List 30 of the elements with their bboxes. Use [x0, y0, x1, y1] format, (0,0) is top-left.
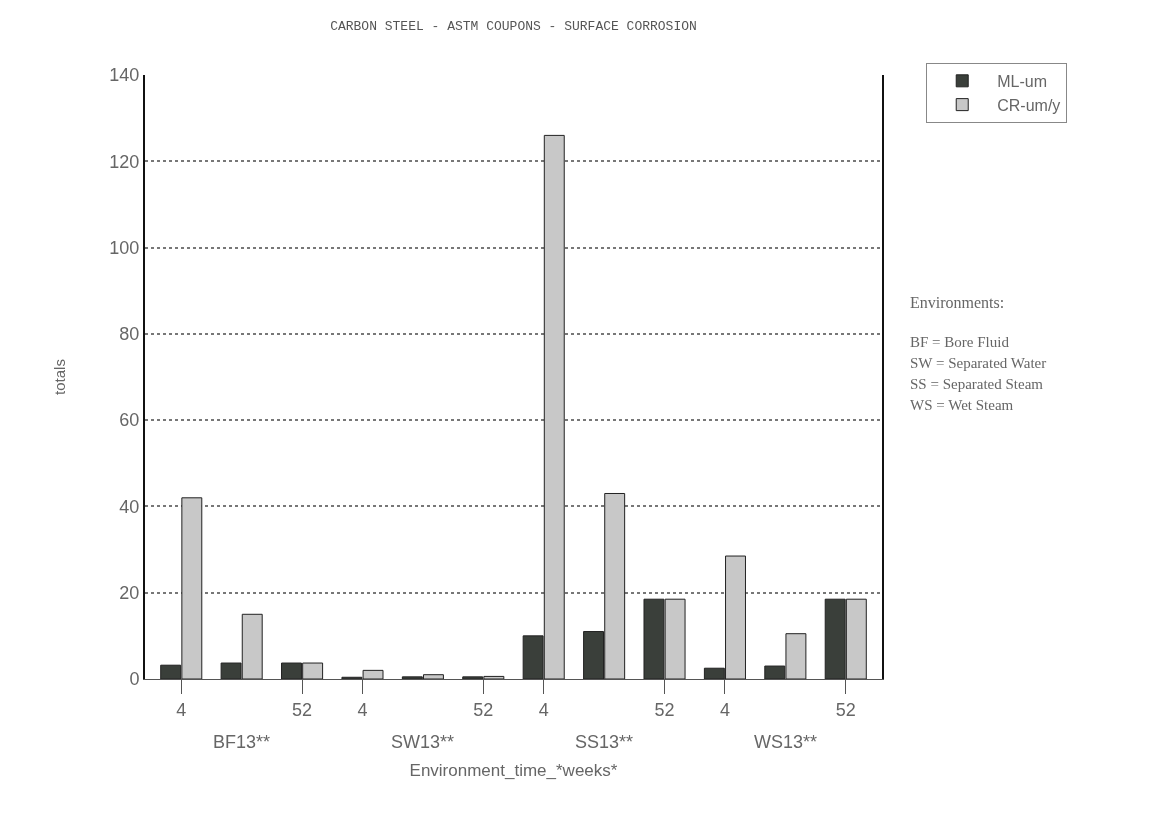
legend-label: ML-um: [997, 73, 1047, 91]
text: SS = Separated Steam: [910, 376, 1044, 392]
y-tick-label: 120: [109, 151, 140, 172]
x-tick-label: 52: [473, 699, 494, 720]
text: SS13**: [575, 732, 634, 752]
text: Environments:: [910, 294, 1005, 311]
x-tick-label: 4: [538, 699, 549, 720]
x-tick-label: 4: [357, 699, 368, 720]
y-tick-label: 100: [109, 237, 140, 258]
y-tick-label: 140: [109, 65, 140, 86]
x-axis-title: Environment_time_*weeks*: [409, 761, 618, 780]
text: WS13**: [754, 732, 818, 752]
legend-label: CR-um/y: [997, 96, 1061, 114]
y-axis-title: totals: [51, 359, 69, 395]
y-tick-label: 60: [119, 410, 140, 431]
y-tick-label: 20: [119, 583, 140, 604]
text: SW13**: [391, 732, 455, 752]
x-tick-label: 4: [719, 699, 730, 720]
text: SW = Separated Water: [910, 355, 1047, 371]
y-tick-label: 80: [119, 324, 140, 345]
y-tick-label: 0: [129, 669, 140, 690]
x-tick-label: 4: [176, 699, 187, 720]
text: WS = Wet Steam: [910, 397, 1014, 413]
chart-title: CARBON STEEL - ASTM COUPONS - SURFACE CORROSION: [330, 18, 697, 34]
y-tick-label: 40: [119, 496, 140, 517]
x-tick-label: 52: [835, 699, 856, 720]
text: BF13**: [213, 732, 271, 752]
x-tick-label: 52: [292, 699, 313, 720]
x-tick-label: 52: [654, 699, 675, 720]
text: BF = Bore Fluid: [910, 334, 1010, 350]
